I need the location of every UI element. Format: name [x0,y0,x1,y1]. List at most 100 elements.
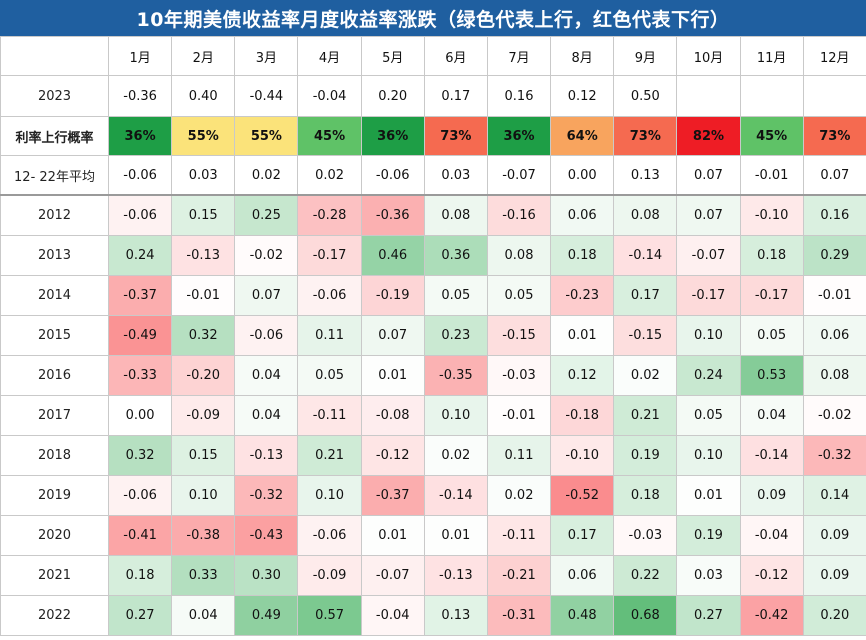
probability-cell: 55% [234,116,299,156]
heat-cell: -0.04 [739,515,804,556]
heat-cell: -0.06 [297,275,362,316]
heat-cell: 0.24 [107,235,173,276]
heat-cell: 0.01 [423,515,488,556]
heat-cell: -0.31 [486,595,552,636]
average-cell: 0.02 [234,155,299,196]
heat-cell: 0.57 [297,595,362,636]
heat-cell: -0.01 [802,275,866,316]
heat-cell: -0.43 [234,515,299,556]
heat-cell: 0.24 [676,355,741,396]
heat-cell: 0.04 [234,355,299,396]
row-label: 2021 [0,555,109,596]
heat-cell: 0.68 [613,595,678,636]
heat-cell: 0.22 [613,555,678,596]
average-cell: 0.07 [802,155,866,196]
month-header: 11月 [739,36,804,76]
month-header: 5月 [360,36,425,76]
heat-cell: 0.29 [802,235,866,276]
heat-cell: 0.49 [234,595,299,636]
header-row: 1月 2月 3月 4月 5月 6月 7月 8月 9月 10月 11月 12月 [0,36,866,76]
heat-cell: 0.25 [234,194,299,236]
row-label: 2020 [0,515,109,556]
heat-cell: -0.11 [486,515,552,556]
heat-cell: 0.04 [234,395,299,436]
heat-cell: -0.06 [297,515,362,556]
month-header: 4月 [297,36,362,76]
heat-cell: -0.07 [360,555,425,596]
month-header: 7月 [486,36,552,76]
average-cell: 0.02 [297,155,362,196]
heat-cell: -0.41 [107,515,173,556]
year-row: 2014 -0.37 -0.01 0.07 -0.06 -0.19 0.05 0.05 -0.2… [0,275,866,316]
heat-cell: 0.12 [550,355,615,396]
heat-cell: 0.19 [613,435,678,476]
probability-cell: 73% [613,116,678,156]
heat-cell: -0.16 [486,194,552,236]
heat-cell: -0.17 [739,275,804,316]
year-row: 2016 -0.33 -0.20 0.04 0.05 0.01 -0.35 -0.03 0.12… [0,355,866,396]
heat-cell: -0.17 [676,275,741,316]
heat-cell: 0.32 [107,435,173,476]
year-row: 2020 -0.41 -0.38 -0.43 -0.06 0.01 0.01 -0.11 0.1… [0,515,866,556]
heat-cell: -0.12 [360,435,425,476]
heat-cell: -0.32 [234,475,299,516]
heat-cell: 0.05 [739,315,804,356]
chart-title: 10年期美债收益率月度收益率涨跌（绿色代表上行，红色代表下行） [0,0,866,36]
row-label: 利率上行概率 [0,116,109,156]
heat-cell: 0.10 [676,435,741,476]
heat-cell: 0.09 [802,515,866,556]
heat-cell: -0.10 [550,435,615,476]
heat-cell: -0.13 [234,435,299,476]
value-cell [676,75,741,117]
value-cell: 0.16 [486,75,552,117]
heat-cell: -0.49 [107,315,173,356]
row-label: 2013 [0,235,109,276]
heat-cell: -0.06 [107,194,173,236]
heat-cell: 0.36 [423,235,488,276]
heat-cell: 0.07 [234,275,299,316]
year-row: 2012 -0.06 0.15 0.25 -0.28 -0.36 0.08 -0.16 0.06… [0,194,866,236]
heat-cell: 0.01 [360,355,425,396]
heat-cell: -0.35 [423,355,488,396]
value-cell [802,75,866,117]
heat-cell: -0.14 [739,435,804,476]
month-header: 8月 [550,36,615,76]
heat-cell: -0.13 [171,235,236,276]
heat-cell: -0.52 [550,475,615,516]
heat-cell: -0.07 [676,235,741,276]
heat-cell: 0.11 [297,315,362,356]
month-header: 1月 [107,36,173,76]
heat-cell: -0.09 [297,555,362,596]
row-label: 2022 [0,595,109,636]
probability-cell: 73% [802,116,866,156]
row-label: 2014 [0,275,109,316]
heat-cell: -0.02 [234,235,299,276]
value-cell [739,75,804,117]
heat-cell: -0.13 [423,555,488,596]
month-header: 10月 [676,36,741,76]
heatmap-table: 1月 2月 3月 4月 5月 6月 7月 8月 9月 10月 11月 12月 2023 -0.36 0.40… [0,36,866,636]
heat-cell: 0.01 [360,515,425,556]
heat-cell: 0.09 [739,475,804,516]
heat-cell: -0.15 [613,315,678,356]
heat-cell: 0.20 [802,595,866,636]
row-label: 2019 [0,475,109,516]
month-header: 9月 [613,36,678,76]
value-cell: -0.36 [107,75,173,117]
heat-cell: -0.19 [360,275,425,316]
value-cell: 0.17 [423,75,488,117]
heat-cell: 0.02 [486,475,552,516]
value-cell: -0.44 [234,75,299,117]
heat-cell: 0.21 [613,395,678,436]
heat-cell: -0.01 [486,395,552,436]
heat-cell: 0.48 [550,595,615,636]
heat-cell: 0.10 [423,395,488,436]
row-label: 2012 [0,194,109,236]
month-header: 2月 [171,36,236,76]
value-cell: 0.12 [550,75,615,117]
heat-cell: -0.06 [234,315,299,356]
heat-cell: -0.03 [613,515,678,556]
heat-cell: -0.23 [550,275,615,316]
heat-cell: 0.02 [423,435,488,476]
heat-cell: 0.02 [613,355,678,396]
